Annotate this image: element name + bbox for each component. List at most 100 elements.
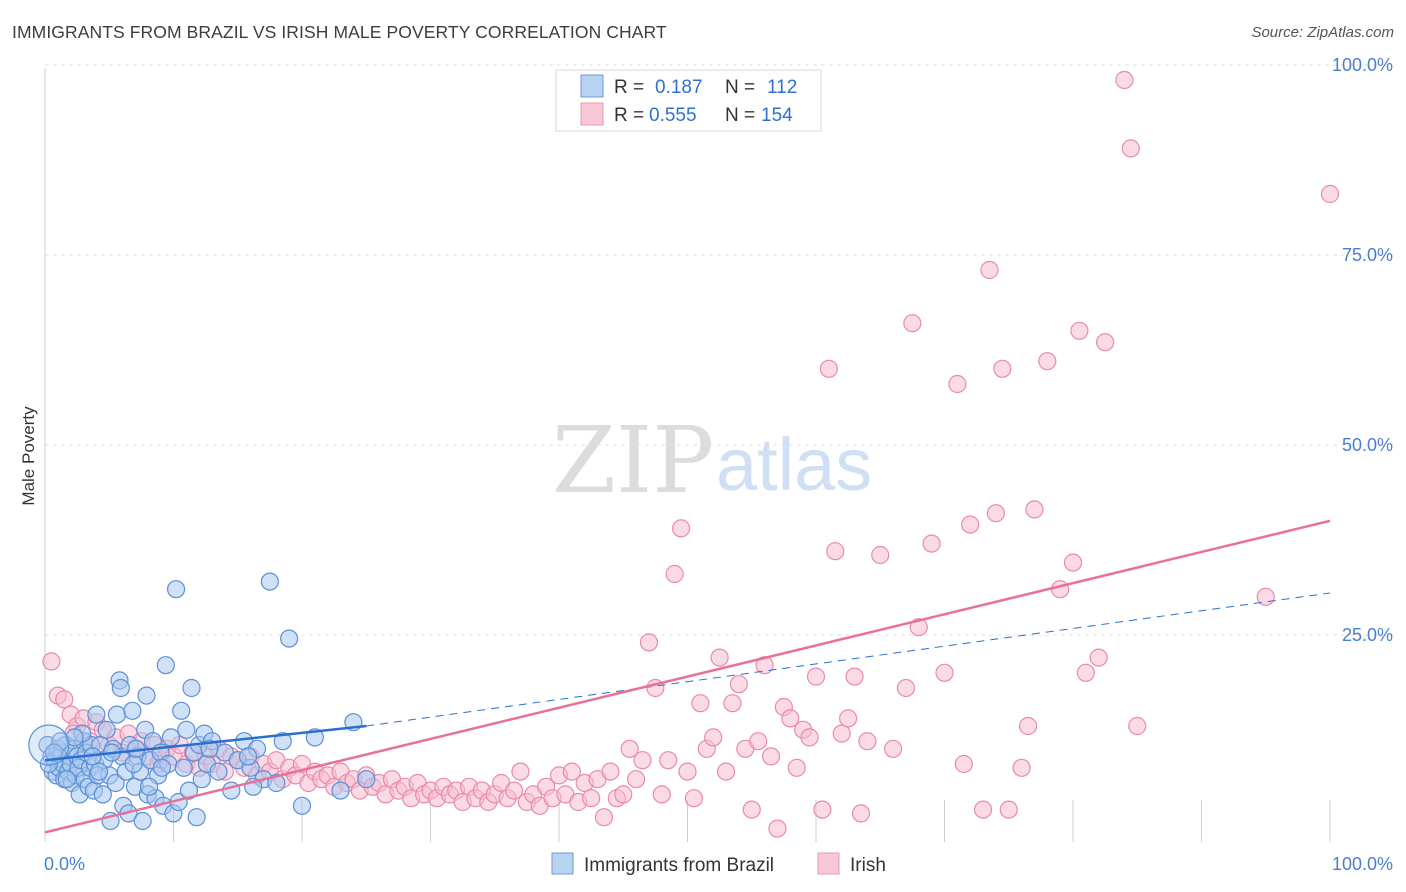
brazil-point bbox=[172, 701, 191, 720]
legend-swatch-pink bbox=[580, 102, 604, 126]
brazil-point bbox=[156, 656, 175, 675]
brazil-point bbox=[106, 773, 125, 793]
irish-point bbox=[749, 732, 768, 751]
brazil-point bbox=[28, 724, 70, 766]
irish-point bbox=[1038, 352, 1057, 371]
irish-point bbox=[42, 652, 61, 671]
irish-point bbox=[620, 739, 639, 758]
brazil-point bbox=[161, 728, 181, 747]
irish-point bbox=[1320, 184, 1340, 204]
brazil-point bbox=[267, 773, 286, 793]
watermark-atlas: atlas bbox=[716, 423, 872, 506]
irish-point bbox=[511, 762, 530, 781]
trend-lines bbox=[44, 519, 1331, 834]
irish-point bbox=[652, 785, 671, 804]
brazil-point bbox=[273, 732, 292, 751]
irish-point bbox=[1070, 321, 1089, 340]
irish-point bbox=[723, 694, 742, 713]
brazil-point bbox=[124, 754, 143, 774]
y-tick-label: 50.0% bbox=[1342, 435, 1393, 455]
irish-point bbox=[1128, 716, 1147, 736]
irish-point bbox=[716, 762, 736, 781]
irish-point bbox=[986, 504, 1006, 523]
irish-point bbox=[826, 542, 845, 561]
irish-point bbox=[678, 762, 697, 781]
brazil-point bbox=[93, 785, 112, 804]
brazil-point bbox=[65, 728, 84, 747]
bottom-legend-swatch-pink bbox=[817, 852, 840, 875]
y-tick-label: 25.0% bbox=[1342, 625, 1393, 645]
irish-point bbox=[948, 374, 967, 394]
legend-r-label: R = bbox=[614, 77, 644, 98]
brazil-point bbox=[192, 770, 211, 789]
brazil-point bbox=[89, 762, 109, 781]
brazil-point bbox=[177, 720, 196, 739]
irish-point bbox=[851, 804, 871, 823]
irish-point bbox=[806, 667, 826, 686]
brazil-point bbox=[87, 705, 106, 724]
irish-point bbox=[601, 762, 620, 781]
y-axis-title: Male Poverty bbox=[19, 406, 38, 506]
brazil-point bbox=[137, 686, 156, 705]
irish-point bbox=[999, 800, 1018, 819]
brazil-point bbox=[280, 629, 299, 648]
y-tick-label: 75.0% bbox=[1342, 245, 1393, 265]
brazil-point bbox=[166, 580, 186, 599]
irish-point bbox=[871, 545, 890, 565]
irish-point bbox=[839, 709, 858, 728]
brazil-point bbox=[107, 705, 127, 724]
irish-point bbox=[633, 751, 652, 770]
brazil-point bbox=[152, 758, 172, 777]
chart-title: IMMIGRANTS FROM BRAZIL VS IRISH MALE POV… bbox=[12, 22, 667, 42]
irish-point bbox=[883, 739, 903, 758]
irish-point bbox=[742, 800, 761, 819]
irish-point bbox=[922, 534, 941, 553]
irish-point bbox=[832, 724, 851, 743]
bottom-legend-label: Immigrants from Brazil bbox=[584, 855, 774, 876]
brazil-point bbox=[97, 720, 116, 739]
grid-layer bbox=[45, 64, 1394, 636]
irish-point bbox=[55, 690, 74, 709]
brazil-point bbox=[139, 777, 159, 796]
irish-point bbox=[787, 758, 806, 777]
brazil-point bbox=[174, 758, 193, 777]
irish-point bbox=[504, 781, 524, 800]
irish-point bbox=[935, 663, 954, 682]
irish-point bbox=[1012, 758, 1031, 777]
legend-n-value: 112 bbox=[767, 77, 797, 98]
brazil-point bbox=[209, 762, 228, 781]
irish-point bbox=[980, 260, 999, 280]
x-tick-label: 100.0% bbox=[1332, 854, 1393, 874]
legend-n-label: N = bbox=[725, 105, 755, 126]
irish-point bbox=[704, 728, 723, 747]
y-tick-label: 100.0% bbox=[1332, 55, 1393, 75]
irish-point bbox=[903, 314, 922, 333]
brazil-point bbox=[238, 747, 258, 766]
brazil-point bbox=[260, 572, 279, 591]
legend-r-value: 0.187 bbox=[655, 77, 703, 98]
irish-point bbox=[973, 800, 993, 819]
legend-n-label: N = bbox=[725, 77, 755, 98]
legend-n-value: 154 bbox=[761, 105, 793, 126]
brazil-point bbox=[187, 808, 206, 827]
bottom-legend-swatch-blue bbox=[551, 852, 574, 875]
irish-point bbox=[909, 618, 928, 637]
irish-point bbox=[858, 732, 877, 751]
irish-point bbox=[1051, 580, 1070, 599]
legend-r-value: 0.555 bbox=[649, 105, 697, 126]
irish-trend-line bbox=[44, 519, 1331, 834]
irish-point bbox=[1115, 70, 1134, 90]
irish-point bbox=[1063, 553, 1083, 572]
irish-point bbox=[845, 667, 864, 686]
irish-point bbox=[562, 762, 581, 781]
irish-point bbox=[639, 633, 659, 652]
irish-point bbox=[1076, 663, 1095, 682]
irish-point bbox=[691, 694, 710, 713]
irish-point bbox=[768, 819, 787, 838]
irish-point bbox=[1121, 139, 1140, 158]
watermark-zip: ZIP bbox=[552, 407, 714, 514]
brazil-trend-line bbox=[44, 724, 367, 762]
irish-point bbox=[665, 564, 684, 584]
irish-point bbox=[896, 678, 916, 698]
